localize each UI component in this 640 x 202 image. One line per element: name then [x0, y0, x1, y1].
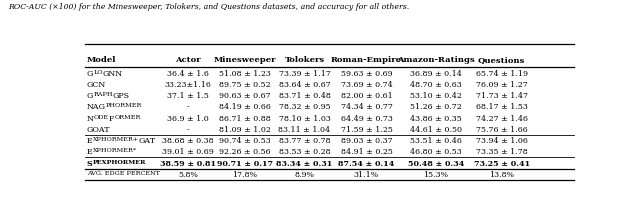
Text: XPHORMER+: XPHORMER+	[93, 137, 139, 142]
Text: 71.73 ± 1.47: 71.73 ± 1.47	[476, 92, 527, 100]
Text: 46.80 ± 0.53: 46.80 ± 0.53	[410, 148, 461, 156]
Text: PEXPHORMER: PEXPHORMER	[93, 159, 146, 164]
Text: 73.25 ± 0.41: 73.25 ± 0.41	[474, 159, 530, 167]
Text: 15.3%: 15.3%	[424, 170, 449, 178]
Text: 68.17 ± 1.53: 68.17 ± 1.53	[476, 103, 527, 111]
Text: 92.26 ± 0.56: 92.26 ± 0.56	[219, 148, 271, 156]
Text: 83.34 ± 0.31: 83.34 ± 0.31	[276, 159, 333, 167]
Text: GCN: GCN	[87, 81, 106, 88]
Text: 83.53 ± 0.28: 83.53 ± 0.28	[278, 148, 330, 156]
Text: G: G	[87, 92, 93, 100]
Text: 53.10 ± 0.42: 53.10 ± 0.42	[410, 92, 462, 100]
Text: Model: Model	[87, 55, 116, 63]
Text: RAPH: RAPH	[93, 92, 113, 97]
Text: 36.9 ± 1.0: 36.9 ± 1.0	[167, 114, 209, 122]
Text: 51.26 ± 0.72: 51.26 ± 0.72	[410, 103, 461, 111]
Text: 83.11 ± 1.04: 83.11 ± 1.04	[278, 125, 330, 133]
Text: GNN: GNN	[103, 69, 123, 77]
Text: ROC-AUC (×100) for the Minesweeper, Tolokers, and Questions datasets, and accura: ROC-AUC (×100) for the Minesweeper, Tolo…	[8, 3, 409, 11]
Text: AVG. EDGE PERCENT: AVG. EDGE PERCENT	[87, 170, 160, 175]
Text: -: -	[187, 125, 189, 133]
Text: 82.00 ± 0.61: 82.00 ± 0.61	[340, 92, 392, 100]
Text: 36.4 ± 1.6: 36.4 ± 1.6	[167, 69, 209, 77]
Text: 17.8%: 17.8%	[232, 170, 257, 178]
Text: 50.48 ± 0.34: 50.48 ± 0.34	[408, 159, 464, 167]
Text: S: S	[87, 159, 93, 167]
Text: GOAT: GOAT	[87, 125, 111, 133]
Text: 90.63 ± 0.67: 90.63 ± 0.67	[219, 92, 271, 100]
Text: 51.08 ± 1.23: 51.08 ± 1.23	[219, 69, 271, 77]
Text: PHORMER: PHORMER	[106, 103, 142, 108]
Text: 64.49 ± 0.73: 64.49 ± 0.73	[340, 114, 392, 122]
Text: 76.09 ± 1.27: 76.09 ± 1.27	[476, 81, 527, 88]
Text: 78.10 ± 1.03: 78.10 ± 1.03	[278, 114, 330, 122]
Text: 39.01 ± 0.69: 39.01 ± 0.69	[162, 148, 214, 156]
Text: 78.32 ± 0.95: 78.32 ± 0.95	[278, 103, 330, 111]
Text: NAG: NAG	[87, 103, 106, 111]
Text: 73.39 ± 1.17: 73.39 ± 1.17	[278, 69, 330, 77]
Text: 81.09 ± 1.02: 81.09 ± 1.02	[219, 125, 271, 133]
Text: -: -	[187, 103, 189, 111]
Text: 53.51 ± 0.46: 53.51 ± 0.46	[410, 137, 462, 144]
Text: 83.77 ± 0.78: 83.77 ± 0.78	[278, 137, 330, 144]
Text: G: G	[87, 69, 93, 77]
Text: 5.8%: 5.8%	[178, 170, 198, 178]
Text: 73.69 ± 0.74: 73.69 ± 0.74	[340, 81, 392, 88]
Text: GPS: GPS	[113, 92, 130, 100]
Text: 74.27 ± 1.46: 74.27 ± 1.46	[476, 114, 527, 122]
Text: 48.70 ± 0.63: 48.70 ± 0.63	[410, 81, 461, 88]
Text: 74.34 ± 0.77: 74.34 ± 0.77	[340, 103, 392, 111]
Text: XPHORMER*: XPHORMER*	[93, 148, 137, 153]
Text: 37.1 ± 1.5: 37.1 ± 1.5	[167, 92, 209, 100]
Text: GAT: GAT	[139, 137, 156, 144]
Text: 84.19 ± 0.66: 84.19 ± 0.66	[219, 103, 271, 111]
Text: 75.76 ± 1.66: 75.76 ± 1.66	[476, 125, 527, 133]
Text: 38.59 ± 0.81: 38.59 ± 0.81	[160, 159, 216, 167]
Text: 31.1%: 31.1%	[354, 170, 379, 178]
Text: Amazon-Ratings: Amazon-Ratings	[397, 55, 475, 63]
Text: Tolokers: Tolokers	[284, 55, 324, 63]
Text: 90.71 ± 0.17: 90.71 ± 0.17	[217, 159, 273, 167]
Text: ODE: ODE	[94, 114, 109, 119]
Text: Questions: Questions	[478, 55, 525, 63]
Text: 86.71 ± 0.88: 86.71 ± 0.88	[219, 114, 271, 122]
Text: 83.71 ± 0.48: 83.71 ± 0.48	[278, 92, 330, 100]
Text: ORMER: ORMER	[115, 114, 141, 119]
Text: 89.03 ± 0.37: 89.03 ± 0.37	[340, 137, 392, 144]
Text: 44.61 ± 0.50: 44.61 ± 0.50	[410, 125, 462, 133]
Text: 73.35 ± 1.78: 73.35 ± 1.78	[476, 148, 527, 156]
Text: LO: LO	[93, 69, 103, 74]
Text: F: F	[109, 114, 115, 122]
Text: E: E	[87, 137, 93, 144]
Text: 36.89 ± 0.14: 36.89 ± 0.14	[410, 69, 462, 77]
Text: 83.64 ± 0.67: 83.64 ± 0.67	[278, 81, 330, 88]
Text: N: N	[87, 114, 94, 122]
Text: 13.8%: 13.8%	[489, 170, 514, 178]
Text: 89.75 ± 0.52: 89.75 ± 0.52	[219, 81, 271, 88]
Text: 71.59 ± 1.25: 71.59 ± 1.25	[340, 125, 392, 133]
Text: E: E	[87, 148, 93, 156]
Text: 84.91 ± 0.25: 84.91 ± 0.25	[340, 148, 392, 156]
Text: 65.74 ± 1.19: 65.74 ± 1.19	[476, 69, 527, 77]
Text: Actor: Actor	[175, 55, 201, 63]
Text: 59.63 ± 0.69: 59.63 ± 0.69	[340, 69, 392, 77]
Text: 43.86 ± 0.35: 43.86 ± 0.35	[410, 114, 461, 122]
Text: 87.54 ± 0.14: 87.54 ± 0.14	[339, 159, 395, 167]
Text: 38.68 ± 0.38: 38.68 ± 0.38	[162, 137, 214, 144]
Text: 90.74 ± 0.53: 90.74 ± 0.53	[219, 137, 271, 144]
Text: Minesweeper: Minesweeper	[214, 55, 276, 63]
Text: 73.94 ± 1.06: 73.94 ± 1.06	[476, 137, 527, 144]
Text: Roman-Empire: Roman-Empire	[331, 55, 402, 63]
Text: 8.9%: 8.9%	[294, 170, 314, 178]
Text: 33.23±1.16: 33.23±1.16	[164, 81, 211, 88]
